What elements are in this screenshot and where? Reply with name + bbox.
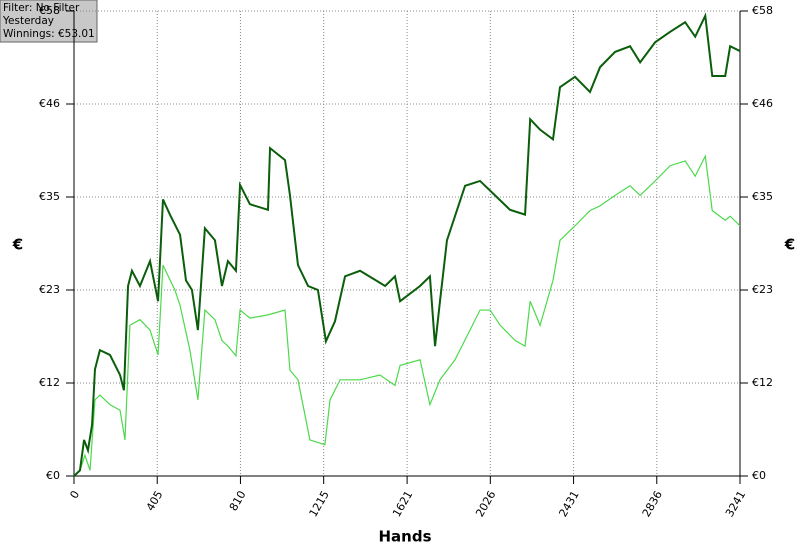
y2-tick-label: €23 — [752, 283, 773, 296]
y-tick-label: €35 — [39, 190, 60, 203]
x-tick-label: 2026 — [473, 488, 498, 519]
x-tick-label: 2431 — [556, 489, 581, 520]
y-tick-label: €46 — [39, 97, 60, 110]
series-line — [73, 154, 741, 477]
x-tick-label: 0 — [67, 489, 82, 502]
x-tick-label: 810 — [227, 489, 249, 514]
y2-axis-label: € — [784, 236, 795, 254]
y-tick-label: €12 — [39, 376, 60, 389]
y-axis-label: € — [12, 236, 23, 254]
y2-tick-label: €0 — [752, 469, 766, 482]
info-filter: Filter: No Filter — [3, 2, 80, 14]
info-box — [0, 0, 98, 43]
info-winnings: Winnings: €53.01 — [3, 28, 95, 40]
series-line — [73, 12, 741, 477]
y2-tick-label: €46 — [752, 97, 773, 110]
x-tick-label: 3241 — [723, 489, 748, 520]
x-tick-label: 1215 — [307, 489, 332, 520]
y-tick-label: €23 — [39, 283, 60, 296]
x-tick-label: 1621 — [390, 489, 415, 520]
y2-tick-label: €35 — [752, 190, 773, 203]
y-tick-label: €58 — [39, 4, 60, 17]
y2-tick-label: €58 — [752, 4, 773, 17]
info-period: Yesterday — [2, 15, 54, 27]
y2-tick-label: €12 — [752, 376, 773, 389]
y-tick-label: €0 — [46, 469, 60, 482]
x-tick-label: 2836 — [640, 489, 665, 520]
x-axis-label: Hands — [378, 528, 431, 546]
x-tick-label: 405 — [144, 489, 166, 514]
